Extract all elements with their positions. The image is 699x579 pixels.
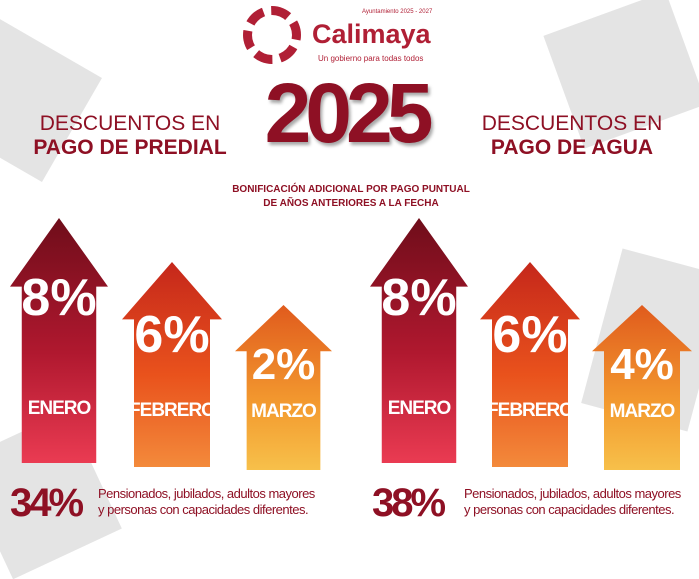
month: ENERO (27, 398, 92, 419)
discount-pct: 4% (610, 340, 674, 389)
title-line: PAGO DE AGUA (490, 136, 654, 159)
special-discount-agua: 38% (372, 481, 446, 525)
arrow-predial-marzo: 2% MARZO (235, 305, 332, 470)
month: MARZO (609, 401, 676, 422)
special-discount-predial: 34% (10, 481, 84, 525)
brand-name: Calimaya (312, 19, 431, 49)
note-line: y personas con capacidades diferentes. (98, 502, 309, 517)
period: Ayuntamiento 2025 - 2027 (362, 9, 433, 15)
discount-pct: 8% (21, 269, 97, 327)
discount-pct: 8% (381, 269, 457, 327)
slogan: Un gobierno para todas todos (318, 54, 424, 63)
calimaya-logo-icon (243, 6, 301, 64)
title-line: PAGO DE PREDIAL (33, 136, 227, 159)
title-line: DESCUENTOS EN (39, 112, 221, 135)
subtitle: BONIFICACIÓN ADICIONAL POR PAGO PUNTUAL D… (212, 183, 490, 211)
special-note-predial: Pensionados, jubilados, adultos mayores y… (98, 486, 315, 518)
predial-title: DESCUENTOS EN PAGO DE PREDIAL (20, 112, 240, 160)
month: FEBRERO (487, 400, 574, 421)
month: MARZO (251, 401, 317, 422)
arrow-predial-enero: 8% ENERO (10, 218, 108, 463)
month: FEBRERO (129, 400, 216, 421)
discount-pct: 6% (492, 306, 568, 364)
subtitle-line: DE AÑOS ANTERIORES A LA FECHA (263, 198, 439, 209)
month: ENERO (387, 398, 452, 419)
discount-pct: 2% (251, 340, 316, 389)
arrow-predial-febrero: 6% FEBRERO (122, 262, 222, 467)
agua-title: DESCUENTOS EN PAGO DE AGUA (462, 112, 682, 160)
title-line: DESCUENTOS EN (481, 112, 663, 135)
note-line: y personas con capacidades diferentes. (464, 502, 675, 517)
year-title: 2025 (264, 66, 434, 160)
subtitle-line: BONIFICACIÓN ADICIONAL POR PAGO PUNTUAL (232, 184, 470, 195)
arrow-agua-febrero: 6% FEBRERO (480, 262, 580, 467)
arrow-agua-enero: 8% ENERO (370, 218, 468, 463)
note-line: Pensionados, jubilados, adultos mayores (464, 486, 681, 501)
special-note-agua: Pensionados, jubilados, adultos mayores y… (464, 486, 681, 518)
note-line: Pensionados, jubilados, adultos mayores (98, 486, 315, 501)
discount-pct: 6% (134, 306, 210, 364)
